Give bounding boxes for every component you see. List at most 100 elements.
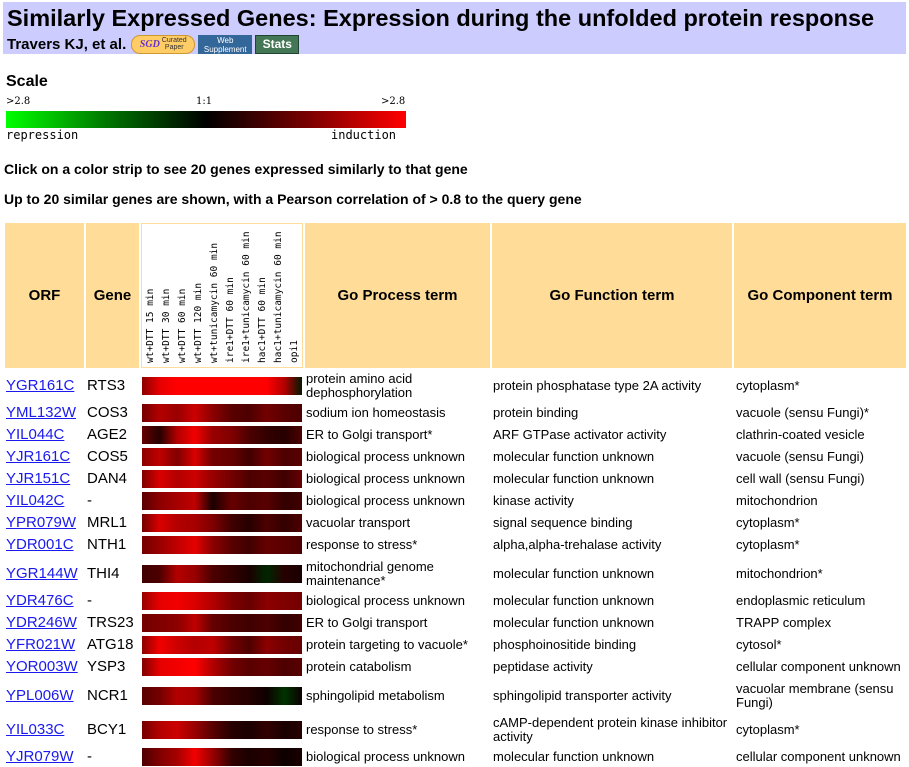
go-function-term: phosphoinositide binding <box>493 637 637 652</box>
stats-link[interactable]: Stats <box>255 34 300 54</box>
gene-header: Gene <box>86 223 139 368</box>
table-row: YFR021W ATG18 protein targeting to vacuole… <box>0 636 909 654</box>
orf-link[interactable]: YOR003W <box>6 658 78 675</box>
web-supplement-link[interactable]: Web Supplement <box>198 34 253 54</box>
expression-color-strip[interactable] <box>142 658 302 676</box>
table-row: YJR079W - biological process unknown molecu… <box>0 748 909 766</box>
orf-link[interactable]: YIL033C <box>6 720 65 738</box>
go-function-term: cAMP-dependent protein kinase inhibitor … <box>493 714 728 744</box>
authors-citation: Travers KJ, et al. <box>7 35 127 53</box>
go-component-term: TRAPP complex <box>736 615 832 630</box>
orf-link[interactable]: YDR476C <box>6 592 74 609</box>
go-function-term: signal sequence binding <box>493 515 633 530</box>
table-row: YIL042C - biological process unknown kinase… <box>0 492 909 510</box>
go-function-term: peptidase activity <box>493 659 593 674</box>
condition-label: hac1+DTT 60 min <box>257 277 268 363</box>
go-function-term: protein phosphatase type 2A activity <box>493 377 702 393</box>
go-component-term: cytoplasm* <box>736 721 800 737</box>
expression-color-strip[interactable] <box>142 721 302 739</box>
table-row: YGR161C RTS3 protein amino acid dephosphor… <box>0 371 909 400</box>
orf-link[interactable]: YIL042C <box>6 492 65 509</box>
citation-line: Travers KJ, et al. SGD Curated Paper Web… <box>7 34 300 54</box>
go-process-term: biological process unknown <box>306 593 465 608</box>
orf-link[interactable]: YGR161C <box>6 376 75 394</box>
go-function-term: alpha,alpha-trehalase activity <box>493 537 662 552</box>
gene-name: ATG18 <box>87 636 134 653</box>
expression-color-strip[interactable] <box>142 536 302 554</box>
conditions-header: wt+DTT 15 min wt+DTT 30 min wt+DTT 60 min w… <box>141 223 303 368</box>
expression-color-strip[interactable] <box>142 614 302 632</box>
gene-name: TRS23 <box>87 614 134 631</box>
orf-link[interactable]: YJR161C <box>6 448 71 465</box>
orf-link[interactable]: YGR144W <box>6 564 78 582</box>
orf-link[interactable]: YPL006W <box>6 686 74 704</box>
go-process-term: biological process unknown <box>306 449 465 464</box>
go-component-term: cell wall (sensu Fungi) <box>736 471 865 486</box>
expression-color-strip[interactable] <box>142 565 302 583</box>
expression-color-strip[interactable] <box>142 377 302 395</box>
table-row: YJR151C DAN4 biological process unknown mol… <box>0 470 909 488</box>
gene-name: AGE2 <box>87 426 128 443</box>
go-process-term: vacuolar transport <box>306 515 411 530</box>
go-process-term: biological process unknown <box>306 471 465 486</box>
condition-label: wt+DTT 15 min <box>145 288 156 363</box>
title-bar: Similarly Expressed Genes: Expression du… <box>3 2 906 54</box>
color-scale-bar <box>6 111 406 128</box>
go-component-term: cellular component unknown <box>736 749 901 764</box>
gene-name: YSP3 <box>87 658 126 675</box>
expression-color-strip[interactable] <box>142 592 302 610</box>
table-row: YDR001C NTH1 response to stress* alpha,alph… <box>0 536 909 554</box>
gene-name: NCR1 <box>87 686 128 704</box>
expression-color-strip[interactable] <box>142 687 302 705</box>
condition-label: ire1+DTT 60 min <box>225 277 236 363</box>
expression-color-strip[interactable] <box>142 426 302 444</box>
page-title: Similarly Expressed Genes: Expression du… <box>7 5 875 31</box>
go-component-term: vacuolar membrane (sensu Fungi) <box>736 680 894 710</box>
table-row: YPL006W NCR1 sphingolipid metabolism sphing… <box>0 680 909 711</box>
function-header: Go Function term <box>492 223 732 368</box>
component-header: Go Component term <box>734 223 906 368</box>
orf-link[interactable]: YML132W <box>6 404 77 421</box>
go-component-term: cellular component unknown <box>736 659 901 674</box>
go-function-term: protein binding <box>493 405 579 420</box>
expression-color-strip[interactable] <box>142 448 302 466</box>
orf-link[interactable]: YFR021W <box>6 636 76 653</box>
go-component-term: vacuole (sensu Fungi)* <box>736 405 869 420</box>
expression-color-strip[interactable] <box>142 514 302 532</box>
scale-right-label: >2.8 <box>381 96 406 107</box>
gene-name: DAN4 <box>87 470 128 487</box>
orf-link[interactable]: YIL044C <box>6 426 65 443</box>
go-component-term: mitochondrion <box>736 493 818 508</box>
expression-color-strip[interactable] <box>142 470 302 488</box>
sgd-curated-paper-link[interactable]: SGD Curated Paper <box>131 34 196 54</box>
instruction-correlation: Up to 20 similar genes are shown, with a… <box>4 191 582 207</box>
orf-link[interactable]: YDR001C <box>6 536 74 553</box>
repression-label: repression <box>6 128 79 142</box>
orf-link[interactable]: YDR246W <box>6 614 77 631</box>
go-function-term: molecular function unknown <box>493 565 655 581</box>
expression-color-strip[interactable] <box>142 404 302 422</box>
orf-link[interactable]: YPR079W <box>6 514 77 531</box>
go-function-term: molecular function unknown <box>493 471 655 486</box>
expression-color-strip[interactable] <box>142 636 302 654</box>
go-function-term: kinase activity <box>493 493 574 508</box>
table-row: YOR003W YSP3 protein catabolism peptidase a… <box>0 658 909 676</box>
expression-color-strip[interactable] <box>142 492 302 510</box>
table-row: YIL044C AGE2 ER to Golgi transport* ARF GTP… <box>0 426 909 444</box>
condition-label: opi1 <box>289 340 300 363</box>
gene-name: - <box>87 748 92 765</box>
go-function-term: molecular function unknown <box>493 749 655 764</box>
condition-label: wt+DTT 60 min <box>177 288 188 363</box>
orf-link[interactable]: YJR151C <box>6 470 71 487</box>
orf-link[interactable]: YJR079W <box>6 748 74 765</box>
go-function-term: molecular function unknown <box>493 449 655 464</box>
expression-color-strip[interactable] <box>142 748 302 766</box>
go-component-term: vacuole (sensu Fungi) <box>736 449 864 464</box>
go-function-term: sphingolipid transporter activity <box>493 687 672 703</box>
condition-label: ire1+tunicamycin 60 min <box>241 231 252 363</box>
go-process-term: biological process unknown <box>306 493 465 508</box>
go-component-term: endoplasmic reticulum <box>736 593 866 608</box>
scale-heading: Scale <box>6 73 48 90</box>
go-process-term: protein amino acid dephosphorylation <box>306 370 413 400</box>
gene-name: COS5 <box>87 448 128 465</box>
